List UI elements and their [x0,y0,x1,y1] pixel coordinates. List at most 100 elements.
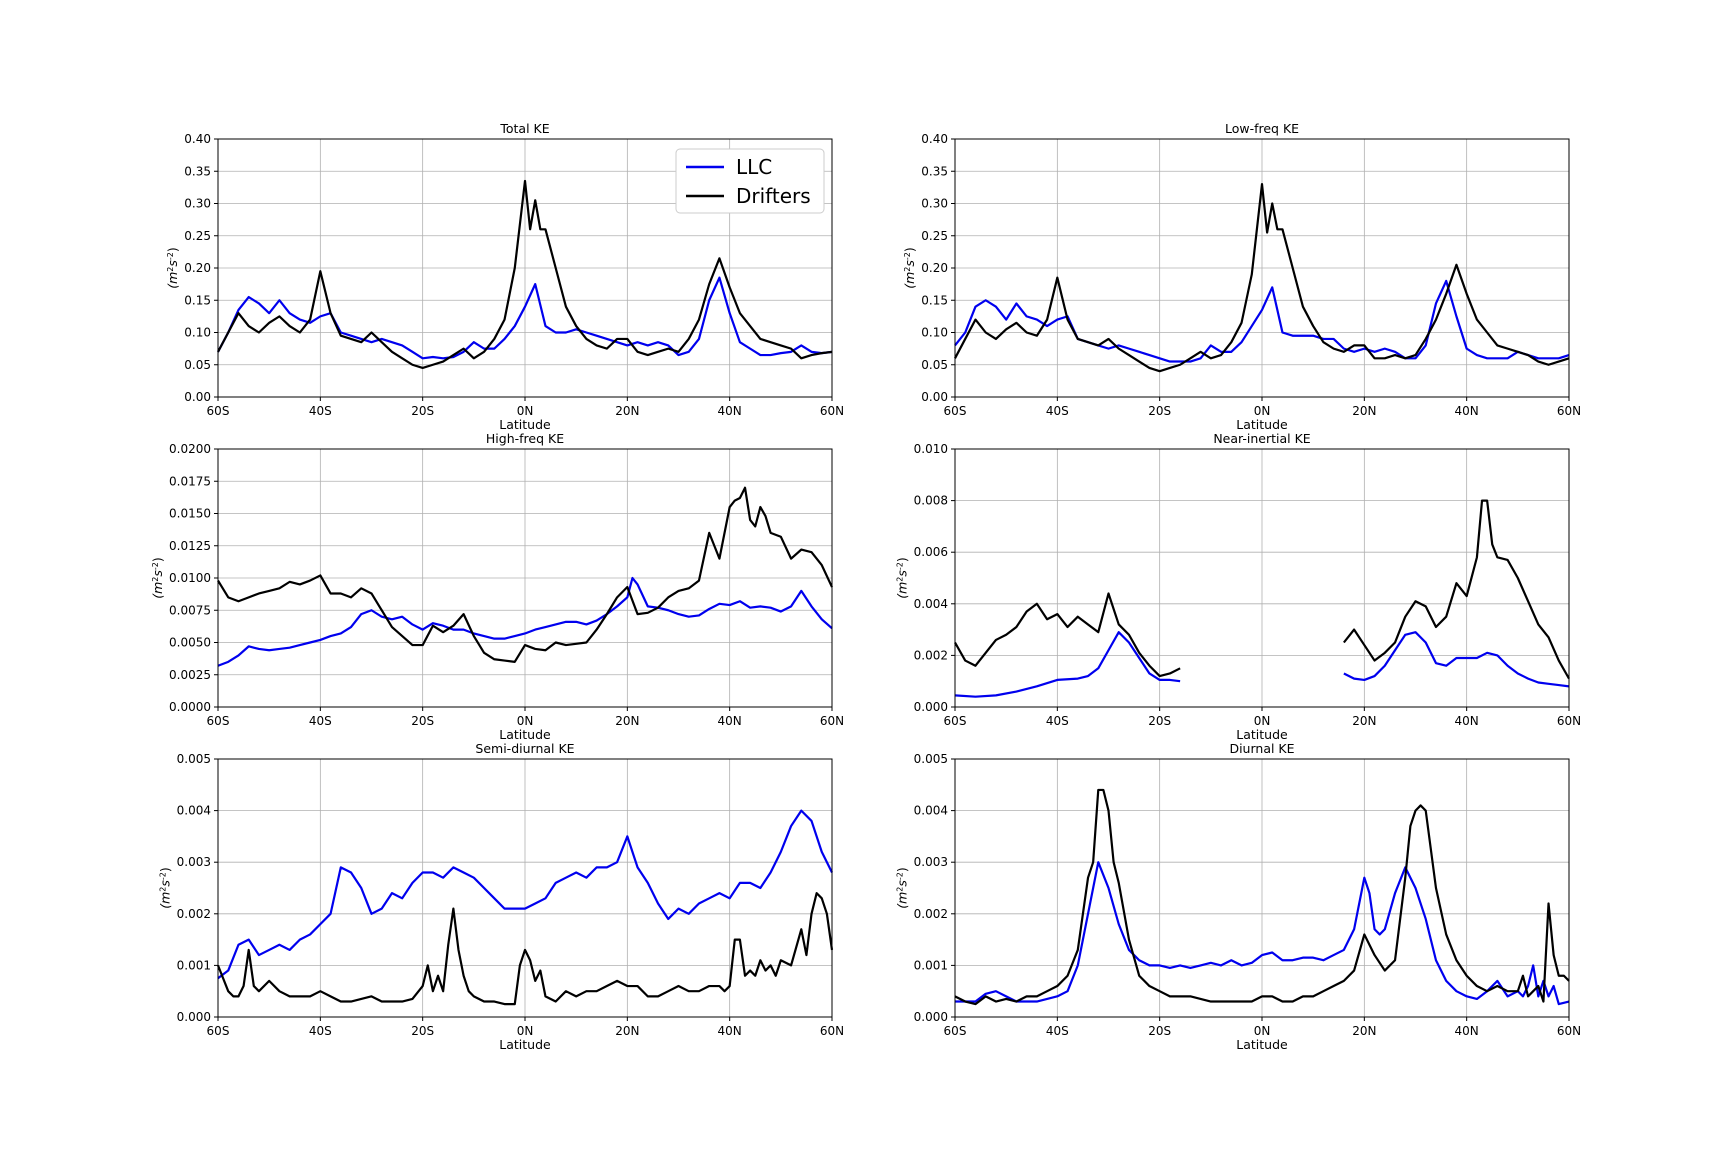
x-tick-label: 40N [1455,714,1479,728]
x-axis-label: Latitude [499,727,551,742]
y-axis-label: (m2s-2) [150,557,165,599]
panel-high-freq-ke: 60S 40S 20S 0N 20N 40N 60N 0.0000 0.0025 0.0050 0.… [150,431,844,742]
panels-layer: 60S 40S 20S 0N 20N 40N 60N 0.00 0.05 0.10 0.15 0.20… [150,121,1581,1052]
x-tick-label: 20N [1352,714,1376,728]
series-line-llc [955,861,1570,1006]
y-tick-label: 0.003 [914,855,948,869]
x-tick-label: 40S [309,1024,332,1038]
x-tick-label: 20N [1352,404,1376,418]
x-tick-label: 0N [517,1024,534,1038]
x-tick-label: 40N [1455,1024,1479,1038]
y-tick-label: 0.0050 [169,636,211,650]
y-tick-label: 0.000 [914,1010,948,1024]
y-tick-label: 0.10 [921,326,948,340]
y-tick-label: 0.0175 [169,474,211,488]
y-tick-label: 0.003 [177,855,211,869]
y-axis-label: (m2s-2) [158,867,173,909]
x-tick-label: 0N [517,404,534,418]
y-axis-label: (m2s-2) [895,557,910,599]
x-tick-label: 20S [411,404,434,418]
panel-low-freq-ke: 60S 40S 20S 0N 20N 40N 60N 0.00 0.05 0.10 0.15 0.20… [902,121,1581,432]
x-tick-label: 40S [1046,714,1069,728]
x-tick-label: 20S [1148,1024,1171,1038]
y-axis-label: (m2s-2) [165,247,180,289]
legend: LLC Drifters [675,148,825,214]
x-tick-label: 0N [1254,404,1271,418]
y-tick-label: 0.001 [914,958,948,972]
panel-title: Diurnal KE [1229,741,1294,756]
y-tick-label: 0.35 [921,164,948,178]
x-tick-label: 60N [820,1024,844,1038]
y-tick-label: 0.40 [921,132,948,146]
series-line-drifters [954,183,1570,373]
y-tick-label: 0.0150 [169,507,211,521]
y-tick-label: 0.05 [921,358,948,372]
x-tick-label: 0N [1254,1024,1271,1038]
y-tick-label: 0.0200 [169,442,211,456]
x-tick-label: 20N [1352,1024,1376,1038]
x-tick-label: 60S [207,404,230,418]
series-line-llc-north [1343,631,1570,688]
series-line-drifters-north [1343,499,1570,680]
panel-title: Low-freq KE [1225,121,1299,136]
y-tick-label: 0.004 [914,804,948,818]
y-tick-label: 0.00 [921,390,948,404]
x-tick-label: 40S [309,714,332,728]
y-tick-label: 0.15 [921,293,948,307]
series-line-drifters-south [954,592,1181,678]
y-tick-label: 0.010 [914,442,948,456]
series-line-llc [217,576,833,667]
x-tick-label: 40S [309,404,332,418]
series-line-llc [217,809,833,980]
x-tick-label: 0N [1254,714,1271,728]
x-axis-label: Latitude [1236,417,1288,432]
x-tick-label: 20S [411,714,434,728]
series-line-drifters [217,179,833,370]
series-line-llc-south [954,631,1181,698]
y-tick-label: 0.05 [184,358,211,372]
x-tick-label: 60S [944,404,967,418]
x-tick-label: 20N [615,714,639,728]
x-tick-label: 20N [615,1024,639,1038]
y-tick-label: 0.0100 [169,571,211,585]
y-tick-label: 0.20 [184,261,211,275]
x-axis-label: Latitude [499,1037,551,1052]
y-tick-label: 0.001 [177,958,211,972]
x-tick-label: 20S [1148,404,1171,418]
y-axis-label: (m2s-2) [902,247,917,289]
y-tick-label: 0.004 [914,597,948,611]
x-tick-label: 40N [718,714,742,728]
legend-label-llc: LLC [736,155,772,179]
x-tick-label: 60N [820,714,844,728]
x-tick-label: 20N [615,404,639,418]
x-tick-label: 60S [207,1024,230,1038]
x-axis-label: Latitude [1236,1037,1288,1052]
series-line-drifters [217,486,833,663]
x-axis-label: Latitude [1236,727,1288,742]
legend-label-drifters: Drifters [736,184,811,208]
y-tick-label: 0.0075 [169,603,211,617]
panel-title: Near-inertial KE [1213,431,1310,446]
panel-title: Total KE [499,121,549,136]
panel-diurnal-ke: 60S 40S 20S 0N 20N 40N 60N 0.000 0.001 0.002 0.003… [895,741,1582,1052]
panel-total-ke: 60S 40S 20S 0N 20N 40N 60N 0.00 0.05 0.10 0.15 0.20… [165,121,844,432]
y-tick-label: 0.002 [177,907,211,921]
y-tick-label: 0.30 [921,197,948,211]
y-axis-label: (m2s-2) [895,867,910,909]
x-tick-label: 40N [718,404,742,418]
y-tick-label: 0.15 [184,293,211,307]
y-tick-label: 0.35 [184,164,211,178]
y-tick-label: 0.004 [177,804,211,818]
y-tick-label: 0.20 [921,261,948,275]
series-line-llc [217,276,833,360]
y-tick-label: 0.002 [914,648,948,662]
y-tick-label: 0.005 [914,752,948,766]
x-axis-label: Latitude [499,417,551,432]
x-tick-label: 20S [1148,714,1171,728]
x-tick-label: 20S [411,1024,434,1038]
y-tick-label: 0.30 [184,197,211,211]
y-tick-label: 0.0025 [169,668,211,682]
y-tick-label: 0.002 [914,907,948,921]
